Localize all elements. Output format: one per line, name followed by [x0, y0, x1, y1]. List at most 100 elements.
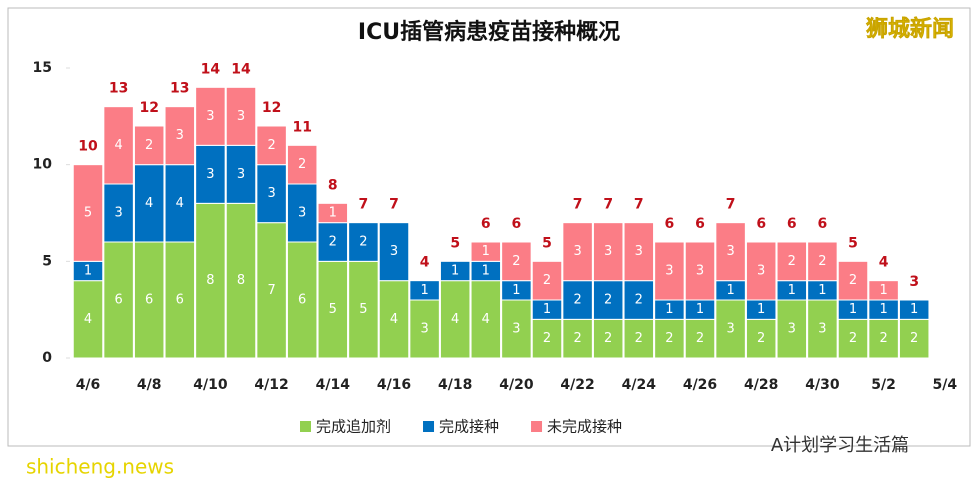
segment-label: 2	[788, 254, 796, 269]
segment-label: 3	[206, 167, 214, 182]
segment-label: 2	[543, 331, 551, 346]
segment-label: 1	[451, 264, 459, 279]
segment-label: 8	[237, 273, 245, 288]
total-label: 6	[756, 216, 766, 232]
bar-segment	[562, 318, 593, 359]
total-label: 13	[170, 81, 189, 97]
segment-label: 1	[482, 244, 490, 259]
bar-segment	[72, 280, 104, 359]
bar-segment	[103, 106, 134, 185]
segment-label: 1	[818, 283, 826, 298]
segment-label: 2	[543, 273, 551, 288]
x-tick-label: 4/8	[137, 377, 162, 393]
bar-segment	[225, 86, 257, 146]
bar-segment	[439, 260, 471, 282]
bar-segment	[868, 318, 899, 359]
segment-label: 1	[879, 283, 887, 298]
segment-label: 3	[757, 264, 765, 279]
bar-segment	[470, 241, 502, 262]
bar-segment	[378, 222, 410, 282]
segment-label: 2	[573, 293, 581, 308]
total-label: 7	[573, 197, 583, 213]
segment-label: 3	[390, 244, 398, 259]
x-tick-label: 4/18	[438, 377, 472, 393]
segment-label: 2	[665, 331, 673, 346]
brand-logo: 狮城新闻	[866, 16, 954, 42]
x-tick-label: 5/4	[932, 377, 957, 393]
segment-label: 3	[267, 186, 275, 201]
y-tick-label: 0	[42, 350, 52, 366]
segment-label: 6	[298, 293, 306, 308]
legend-label: 未完成接种	[547, 418, 622, 436]
bar-segment	[133, 241, 165, 359]
segment-label: 3	[726, 322, 734, 337]
bar-segment	[623, 318, 655, 359]
bar-segment	[195, 86, 226, 146]
chart-title: ICU插管病患疫苗接种概况	[358, 19, 620, 45]
segment-label: 1	[696, 302, 704, 317]
total-label: 6	[787, 216, 797, 232]
segment-label: 3	[237, 167, 245, 182]
segment-label: 2	[849, 331, 857, 346]
y-tick-label: 15	[33, 60, 52, 76]
segment-label: 5	[84, 206, 92, 221]
bar-segment	[684, 318, 716, 359]
total-label: 4	[879, 255, 889, 271]
segment-label: 1	[726, 283, 734, 298]
bar-segment	[654, 241, 685, 301]
bar-segment	[531, 260, 563, 301]
total-label: 6	[695, 216, 705, 232]
segment-label: 3	[788, 322, 796, 337]
segment-label: 1	[84, 264, 92, 279]
total-label: 14	[231, 61, 251, 77]
bar-segment	[745, 318, 777, 359]
segment-label: 2	[604, 293, 612, 308]
bar-segment	[898, 318, 930, 359]
bar-segment	[623, 222, 655, 282]
segment-label: 2	[145, 138, 153, 153]
bar-segment	[562, 280, 593, 320]
bar-segment	[225, 144, 257, 204]
total-label: 7	[603, 197, 613, 213]
bar-segment	[225, 202, 257, 359]
bar-segment	[776, 241, 808, 282]
x-tick-label: 5/2	[871, 377, 896, 393]
segment-label: 1	[757, 302, 765, 317]
x-tick-label: 4/14	[316, 377, 351, 393]
x-tick-label: 4/6	[76, 377, 101, 393]
bar-segment	[72, 164, 104, 262]
segment-label: 2	[635, 293, 643, 308]
segment-label: 2	[604, 331, 612, 346]
segment-label: 6	[145, 293, 153, 308]
total-label: 7	[726, 197, 736, 213]
legend-label: 完成接种	[439, 418, 499, 436]
bar-segment	[286, 183, 318, 243]
segment-label: 3	[573, 244, 581, 259]
segment-label: 1	[512, 283, 520, 298]
segment-label: 6	[114, 293, 122, 308]
segment-label: 8	[206, 273, 214, 288]
legend-label: 完成追加剂	[316, 418, 391, 436]
total-label: 8	[328, 177, 338, 193]
bar-segment	[623, 280, 655, 320]
segment-label: 3	[726, 244, 734, 259]
segment-label: 4	[482, 312, 490, 327]
bar-segment	[103, 183, 134, 243]
bar-segment	[715, 299, 746, 359]
total-label: 3	[909, 274, 919, 290]
bar-segment	[715, 222, 746, 282]
segment-label: 1	[329, 206, 337, 221]
segment-label: 2	[849, 273, 857, 288]
segment-label: 6	[176, 293, 184, 308]
segment-label: 1	[543, 302, 551, 317]
bar-segment	[133, 164, 165, 243]
segment-label: 3	[114, 206, 122, 221]
bar-segment	[256, 164, 287, 224]
bar-segment	[501, 299, 532, 359]
bar-segment	[868, 280, 899, 301]
bar-segment	[684, 241, 716, 301]
segment-label: 4	[390, 312, 398, 327]
bar-segment	[592, 222, 624, 282]
total-label: 6	[481, 216, 491, 232]
